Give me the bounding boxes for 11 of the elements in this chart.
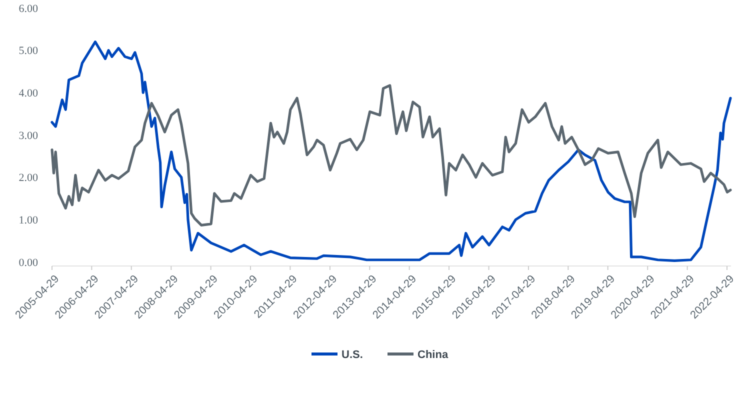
y-tick-label: 4.00 [18, 88, 38, 100]
legend-label: U.S. [342, 348, 363, 361]
y-tick-label: 6.00 [18, 2, 38, 15]
y-tick-label: 1.00 [18, 214, 38, 227]
line-series [50, 40, 732, 262]
y-tick-label: 3.00 [18, 130, 38, 142]
line-series [50, 84, 732, 226]
legend-label: China [418, 348, 449, 361]
y-tick-label: 5.00 [18, 45, 38, 58]
y-tick-label: 2.00 [18, 172, 38, 184]
y-tick-label: 0.00 [18, 256, 38, 269]
